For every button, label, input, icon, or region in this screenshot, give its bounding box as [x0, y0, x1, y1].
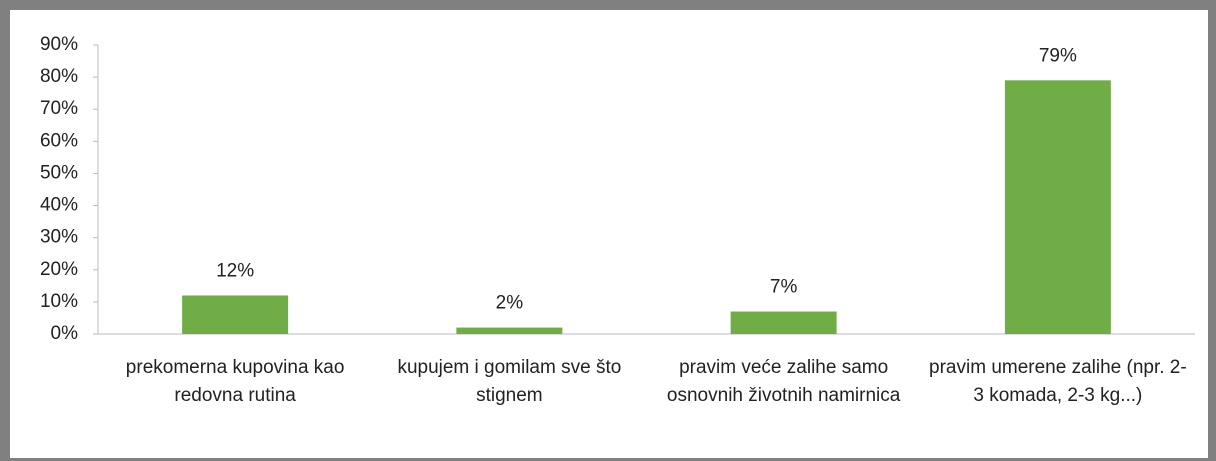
- y-tick-label: 80%: [40, 66, 78, 87]
- y-tick-label: 0%: [51, 323, 79, 344]
- y-tick-label: 10%: [40, 291, 78, 312]
- y-tick-label: 50%: [40, 162, 78, 183]
- data-label: 12%: [216, 260, 254, 281]
- x-tick-label: pravim veće zalihe samo osnovnih životni…: [666, 357, 901, 406]
- y-tick-label: 90%: [40, 34, 78, 55]
- data-label: 7%: [770, 277, 798, 298]
- x-tick-label: pravim umerene zalihe (npr. 2-3 komada, …: [929, 357, 1187, 406]
- data-label: 79%: [1039, 45, 1077, 66]
- y-tick-label: 70%: [40, 98, 78, 119]
- x-tick-label: prekomerna kupovina kao redovna rutina: [125, 357, 345, 406]
- bar: [182, 295, 289, 334]
- bar: [1004, 80, 1111, 334]
- y-tick-label: 30%: [40, 227, 78, 248]
- data-label: 2%: [496, 293, 524, 314]
- y-tick-label: 40%: [40, 195, 78, 216]
- x-tick-label: kupujem i gomilam sve što stignem: [397, 357, 622, 406]
- bar: [456, 327, 563, 334]
- bar: [730, 311, 837, 334]
- y-tick-label: 20%: [40, 259, 78, 280]
- y-tick-label: 60%: [40, 130, 78, 151]
